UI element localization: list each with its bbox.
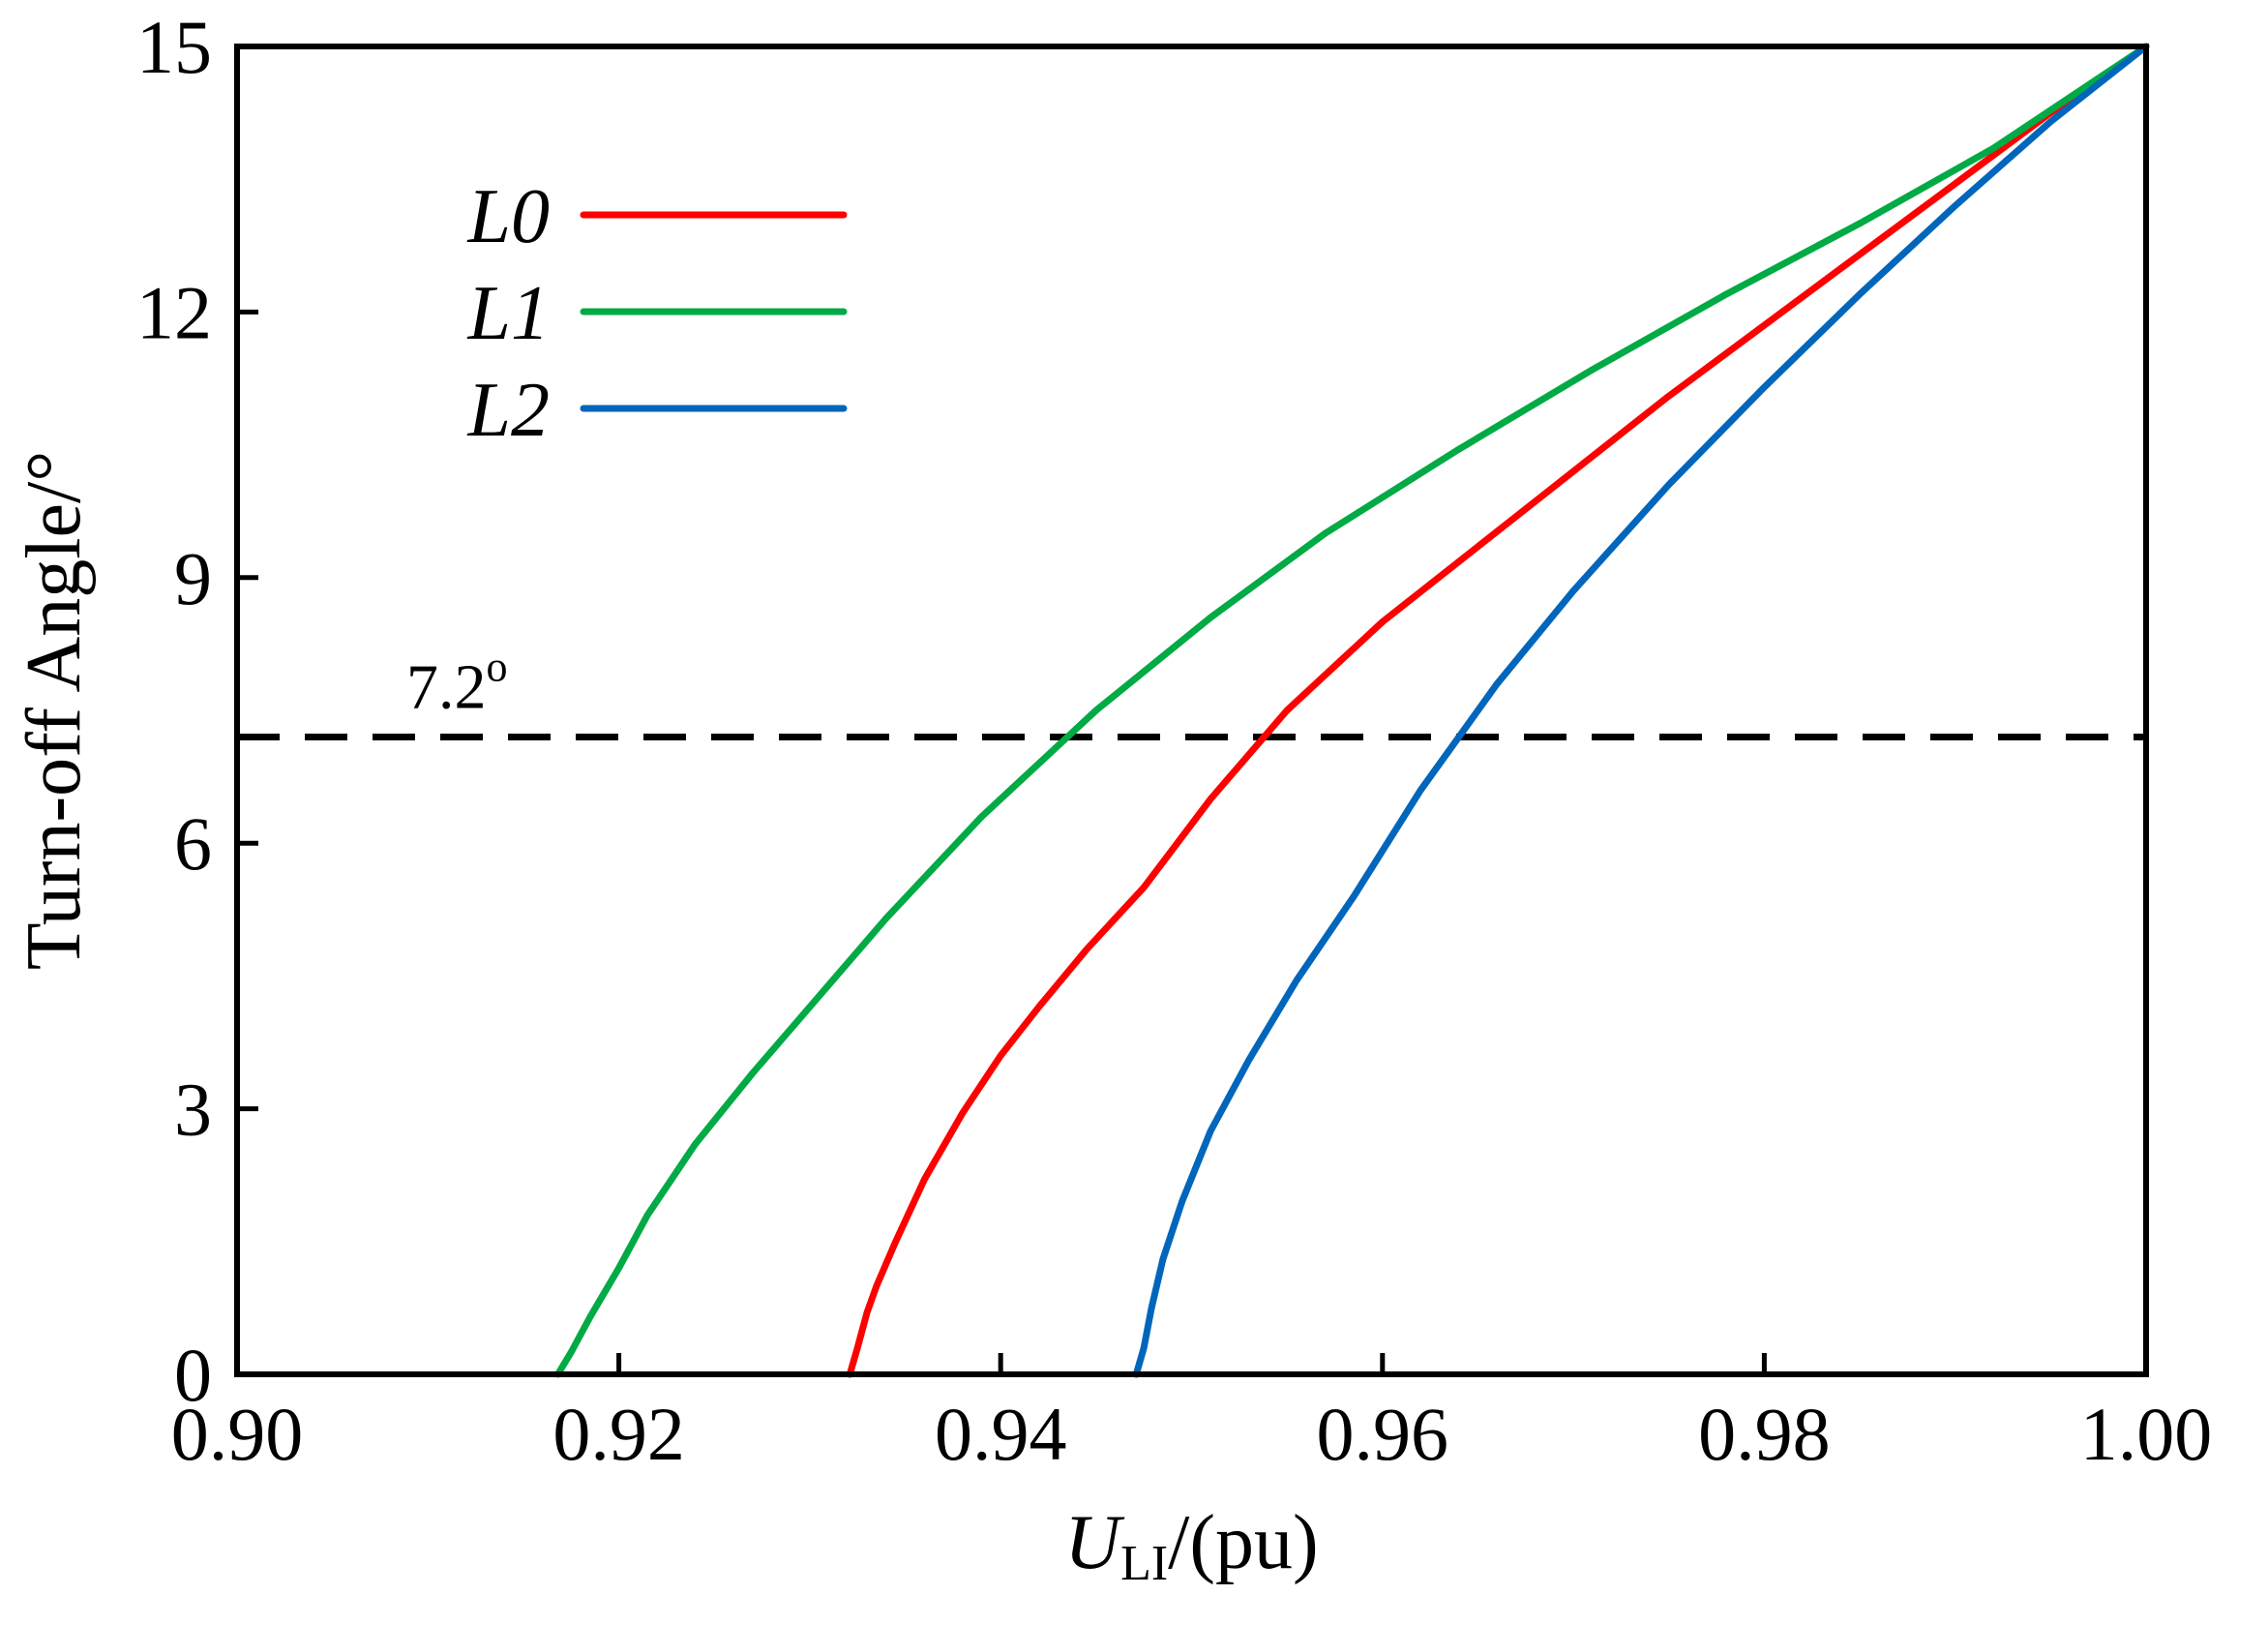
series-line-l0 <box>846 43 2150 1378</box>
x-tick-label: 0.90 <box>171 1392 304 1476</box>
x-axis-title: ULI/(pu) <box>1064 1500 1318 1591</box>
x-tick-label: 0.92 <box>552 1392 685 1476</box>
y-tick-label: 9 <box>174 536 212 620</box>
x-axis-title-main: U <box>1064 1500 1125 1585</box>
x-axis-ticks: 0.90 0.92 0.94 0.96 0.98 1.00 <box>171 1353 2213 1476</box>
reference-line-label: 7.2o <box>406 643 508 722</box>
legend-label-l0: L0 <box>467 174 551 259</box>
x-tick-label: 0.96 <box>1317 1392 1449 1476</box>
series-group <box>554 43 2150 1378</box>
x-tick-label: 0.98 <box>1698 1392 1831 1476</box>
y-axis-title: Turn-off Angle/° <box>12 451 97 970</box>
plot-frame <box>234 44 2149 1377</box>
legend: L0 L1 L2 <box>467 174 848 453</box>
reference-line-label-main: 7.2 <box>406 651 487 722</box>
x-tick-label: 1.00 <box>2080 1392 2213 1476</box>
x-tick-label: 0.94 <box>935 1392 1067 1476</box>
y-tick-label: 15 <box>136 5 212 89</box>
x-axis-title-sub: LI <box>1120 1536 1168 1591</box>
reference-line-group: 7.2o <box>237 643 2146 740</box>
y-tick-label: 0 <box>174 1333 212 1417</box>
x-axis-title-tail: /(pu) <box>1168 1500 1319 1585</box>
legend-label-l1: L1 <box>467 271 551 356</box>
series-line-l1 <box>554 43 2150 1378</box>
series-line-l2 <box>1132 43 2150 1378</box>
y-tick-label: 12 <box>136 270 212 354</box>
y-axis-ticks: 0 3 6 9 12 15 <box>136 5 258 1417</box>
y-tick-label: 6 <box>174 801 212 886</box>
reference-line-label-sup: o <box>487 643 508 690</box>
y-tick-label: 3 <box>174 1068 212 1152</box>
legend-label-l2: L2 <box>467 368 551 453</box>
